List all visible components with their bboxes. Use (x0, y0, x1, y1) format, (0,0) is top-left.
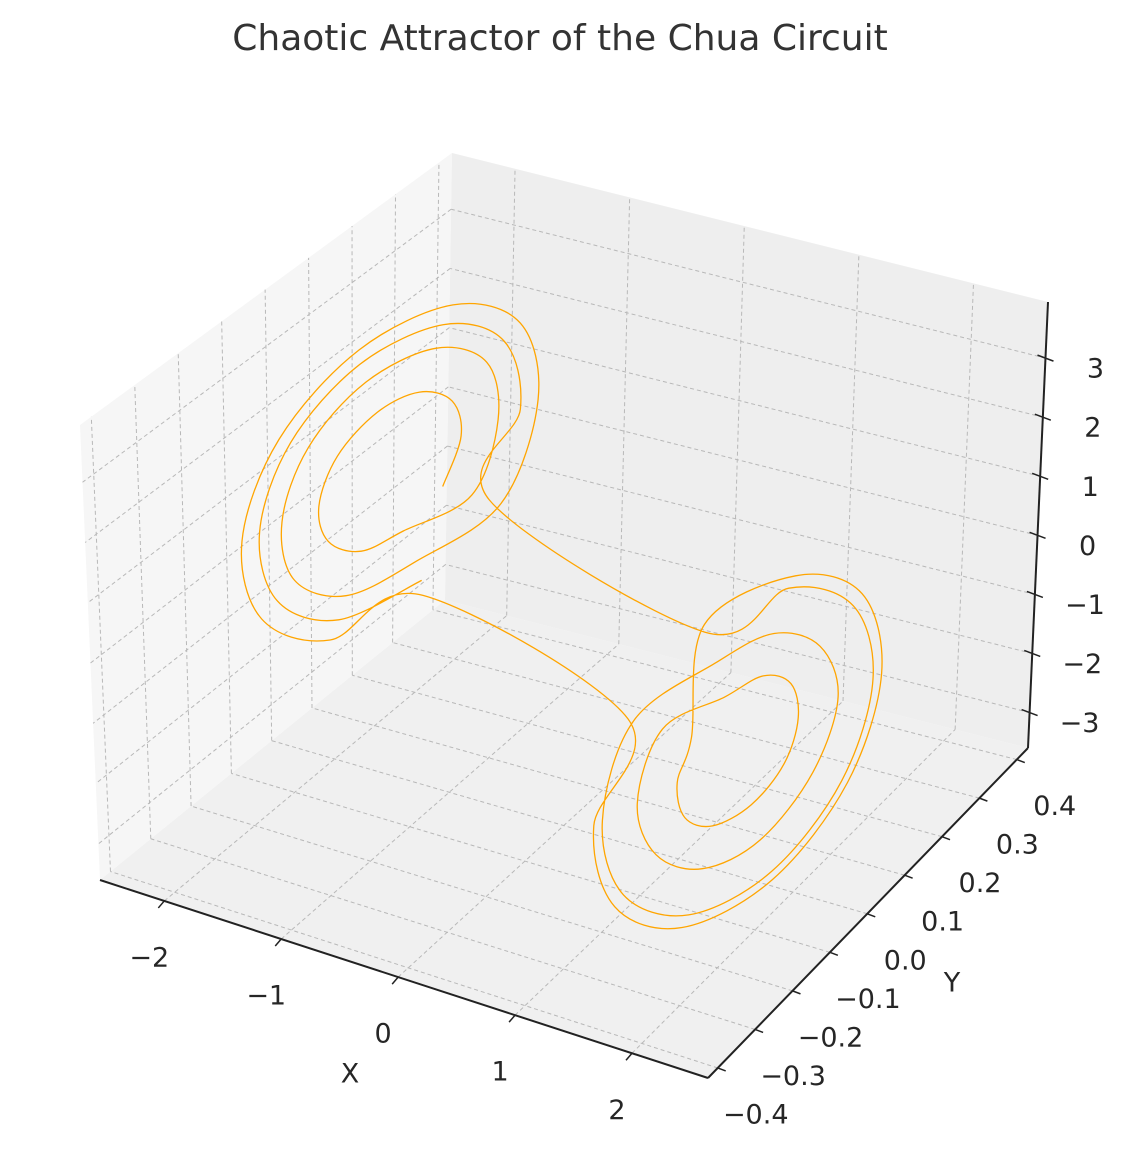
x-tick-label: 0 (375, 1019, 392, 1050)
z-tick-label: 2 (1084, 413, 1101, 444)
y-axis-label: Y (943, 968, 961, 999)
z-tick-label: −1 (1065, 590, 1105, 621)
x-tick-label: −1 (246, 981, 286, 1012)
y-tick-label: 0.1 (921, 907, 964, 938)
z-tick-label: 1 (1082, 472, 1099, 503)
x-tick-label: 2 (608, 1095, 625, 1126)
y-tick (830, 952, 838, 955)
y-tick (867, 914, 875, 917)
y-tick (905, 875, 913, 878)
y-tick-label: −0.4 (723, 1099, 789, 1130)
x-axis-label: X (341, 1059, 360, 1090)
y-tick (979, 798, 987, 801)
chart-title: Chaotic Attractor of the Chua Circuit (232, 18, 887, 59)
x-tick (275, 939, 281, 946)
z-tick-label: 0 (1079, 531, 1096, 562)
y-tick (1017, 760, 1025, 763)
x-tick (158, 901, 164, 908)
z-tick-label: −3 (1060, 708, 1100, 739)
z-tick-label: −2 (1062, 649, 1102, 680)
y-tick-label: 0.3 (996, 830, 1039, 861)
y-tick (792, 991, 800, 994)
panes (80, 153, 1048, 1078)
y-tick (755, 1029, 763, 1032)
y-tick-label: 0.4 (1033, 791, 1076, 822)
z-tick-label: 3 (1087, 354, 1104, 385)
y-tick-label: −0.3 (760, 1061, 826, 1092)
x-tick (392, 977, 398, 984)
x-tick (509, 1015, 515, 1022)
y-tick-label: 0.2 (959, 868, 1002, 899)
y-tick-label: −0.1 (835, 984, 901, 1015)
x-tick-label: −2 (129, 942, 169, 973)
y-tick-label: 0.0 (884, 945, 927, 976)
x-tick-label: 1 (491, 1057, 508, 1088)
x-tick (626, 1053, 632, 1060)
y-tick (942, 837, 950, 840)
y-tick-label: −0.2 (798, 1022, 864, 1053)
y-tick (718, 1068, 726, 1071)
